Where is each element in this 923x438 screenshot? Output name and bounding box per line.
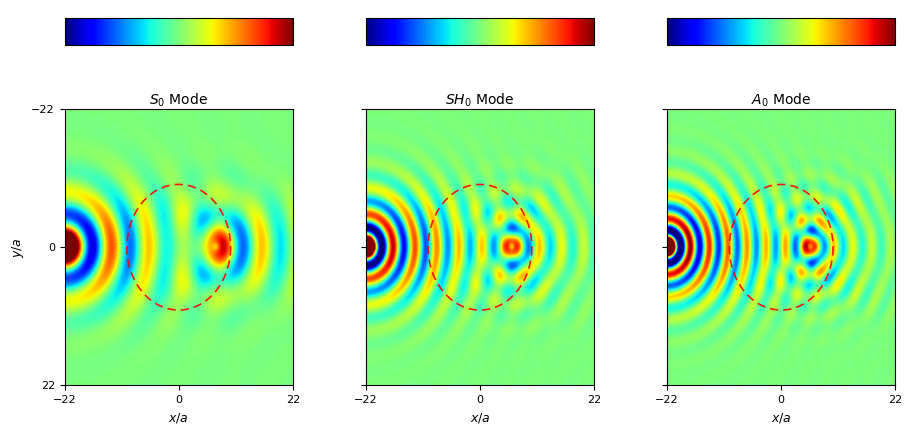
Y-axis label: $y/a$: $y/a$: [10, 237, 26, 258]
Title: $SH_0$ Mode: $SH_0$ Mode: [445, 92, 515, 109]
Title: $A_0$ Mode: $A_0$ Mode: [751, 92, 811, 109]
X-axis label: $x/a$: $x/a$: [470, 411, 490, 425]
X-axis label: $x/a$: $x/a$: [168, 411, 189, 425]
X-axis label: $x/a$: $x/a$: [771, 411, 792, 425]
Title: $S_0$ Mode: $S_0$ Mode: [150, 92, 209, 109]
